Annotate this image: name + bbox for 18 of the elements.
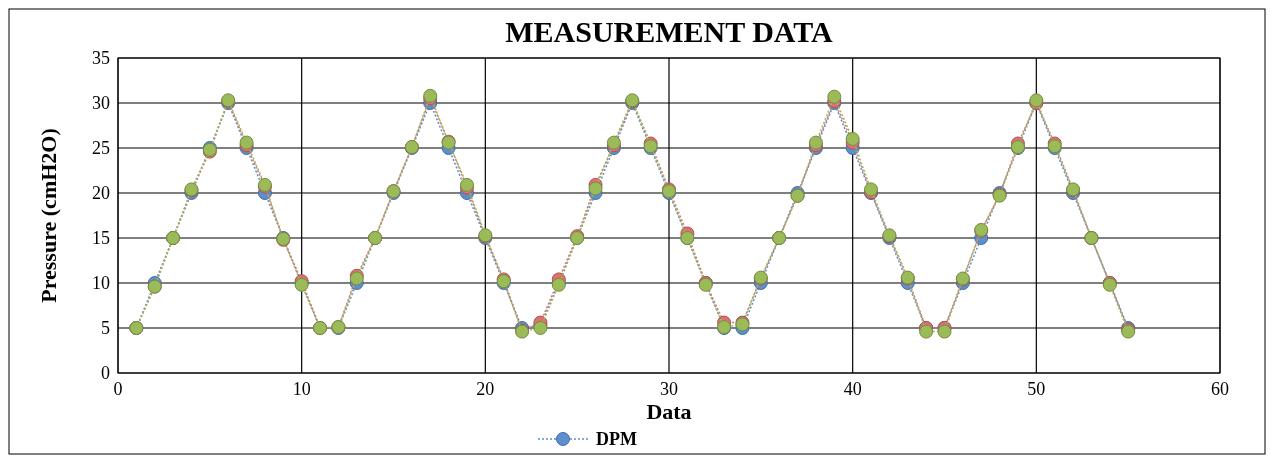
y-tick-label: 25 [92,138,110,159]
y-tick-label: 10 [92,273,110,294]
x-axis-title: Data [646,399,692,424]
x-tick-label: 30 [660,379,678,399]
legend-label: DPM [596,429,637,450]
y-tick-label: 20 [92,183,110,204]
y-tick-label: 5 [101,318,110,339]
y-tick-label: 30 [92,93,110,114]
y-axis-title: Pressure (cmH2O) [36,128,61,303]
x-tick-label: 20 [476,379,495,399]
y-tick-label: 15 [92,228,110,249]
x-tick-label: 10 [292,379,311,399]
x-tick-label: 40 [843,379,862,399]
x-tick-label: 60 [1211,379,1229,399]
chart-title: MEASUREMENT DATA [505,15,834,48]
y-tick-label: 35 [92,48,110,69]
x-tick-label: 50 [1027,379,1046,399]
y-tick-label: 0 [101,363,110,384]
